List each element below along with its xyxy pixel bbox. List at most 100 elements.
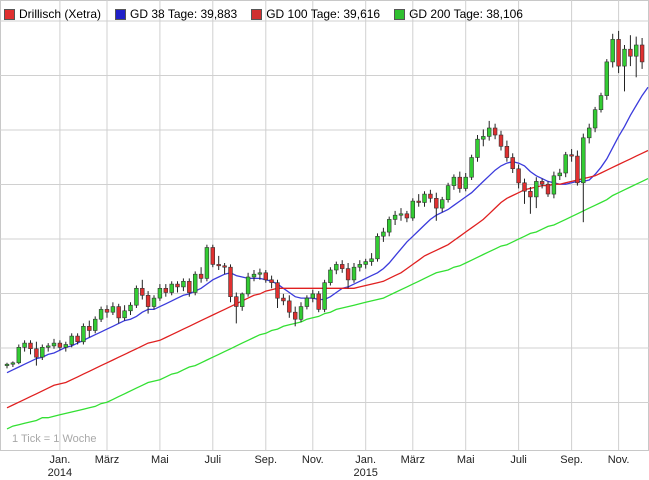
candle-body: [10, 362, 16, 365]
x-tick-label: Juli: [205, 454, 222, 466]
candle: [51, 338, 57, 349]
legend-item-drillisch: Drillisch (Xetra): [4, 7, 101, 21]
x-tick-label: Jan.: [50, 454, 71, 466]
candle: [345, 263, 351, 289]
candle: [598, 92, 604, 113]
legend-label: GD 38 Tage: 39,883: [130, 7, 238, 21]
x-tick-label: März: [401, 454, 425, 466]
candle-body: [134, 287, 139, 306]
candle-body: [575, 155, 580, 184]
candle-body: [522, 182, 527, 192]
candle: [28, 340, 33, 355]
candle: [269, 275, 274, 289]
candle: [181, 278, 186, 292]
candle: [339, 260, 345, 273]
candle: [451, 174, 457, 190]
legend-label: GD 200 Tage: 38,106: [409, 7, 523, 21]
candle-body: [116, 306, 121, 319]
candle: [298, 302, 304, 322]
candle-body: [345, 268, 351, 281]
candle-body: [539, 181, 545, 185]
candle: [434, 192, 439, 221]
candle: [633, 36, 639, 78]
candle: [110, 302, 116, 315]
candle-body: [263, 272, 268, 281]
candle: [87, 320, 92, 338]
candle: [210, 244, 215, 268]
candle-body: [257, 272, 263, 275]
candle-body: [16, 346, 21, 364]
x-tick-label: Nov.: [302, 454, 324, 466]
candle: [104, 305, 110, 318]
candle: [328, 267, 333, 286]
x-tick-year: 2014: [48, 467, 72, 479]
candle-body: [140, 287, 145, 296]
moving-average-lines: [6, 86, 649, 430]
candle: [575, 150, 580, 186]
candle-body: [334, 264, 339, 271]
candle-body: [328, 269, 333, 283]
candle-body: [4, 363, 10, 366]
candle: [263, 270, 268, 283]
candle: [257, 268, 263, 280]
candle: [310, 289, 315, 303]
candle-body: [228, 266, 233, 298]
candle-body: [251, 273, 257, 278]
candle: [10, 361, 16, 367]
x-tick-label: Juli: [510, 454, 527, 466]
legend-swatch-red: [251, 8, 263, 20]
moving-average-line: [6, 178, 649, 430]
candle: [534, 177, 539, 209]
candle-body: [163, 287, 168, 293]
candle-body: [428, 193, 433, 199]
candle-body: [245, 276, 251, 295]
candle-body: [457, 176, 462, 189]
candle-body: [622, 48, 627, 67]
candle: [351, 263, 357, 283]
candle: [128, 302, 133, 315]
candle-body: [287, 300, 292, 313]
candle-body: [628, 48, 633, 57]
candle: [69, 333, 74, 348]
chart-legend: Drillisch (Xetra) GD 38 Tage: 39,883 GD …: [4, 6, 537, 22]
candle-body: [22, 342, 27, 348]
candle-body: [510, 157, 515, 169]
candle-body: [357, 264, 362, 268]
candle-body: [298, 306, 304, 320]
candle-body: [469, 157, 474, 178]
candle: [116, 303, 121, 324]
candle: [292, 306, 298, 327]
candle-body: [504, 146, 510, 158]
candle: [581, 133, 586, 223]
legend-item-gd100: GD 100 Tage: 39,616: [251, 7, 380, 21]
candle-body: [557, 172, 563, 177]
x-tick-label: Jan.: [355, 454, 376, 466]
candle-body: [375, 236, 380, 260]
candle: [316, 291, 321, 313]
candle: [63, 341, 69, 352]
candle-body: [269, 279, 274, 283]
candle: [463, 173, 468, 192]
candle-body: [175, 283, 180, 288]
candle: [492, 123, 498, 140]
candle-body: [581, 137, 586, 184]
candle: [157, 284, 163, 301]
candle: [357, 260, 362, 272]
candle-body: [598, 95, 604, 110]
candle-body: [516, 168, 521, 184]
candle-body: [193, 273, 198, 293]
candle: [140, 279, 145, 300]
x-tick-label: Nov.: [608, 454, 630, 466]
candle-body: [310, 293, 315, 299]
candle: [381, 227, 386, 242]
candle-body: [586, 127, 592, 139]
candle-body: [45, 345, 51, 348]
candle: [216, 255, 221, 270]
candle-body: [386, 219, 392, 233]
candle-body: [51, 342, 57, 347]
candle: [234, 292, 239, 324]
candle: [175, 281, 180, 293]
candle: [539, 178, 545, 189]
candle-body: [398, 213, 404, 216]
